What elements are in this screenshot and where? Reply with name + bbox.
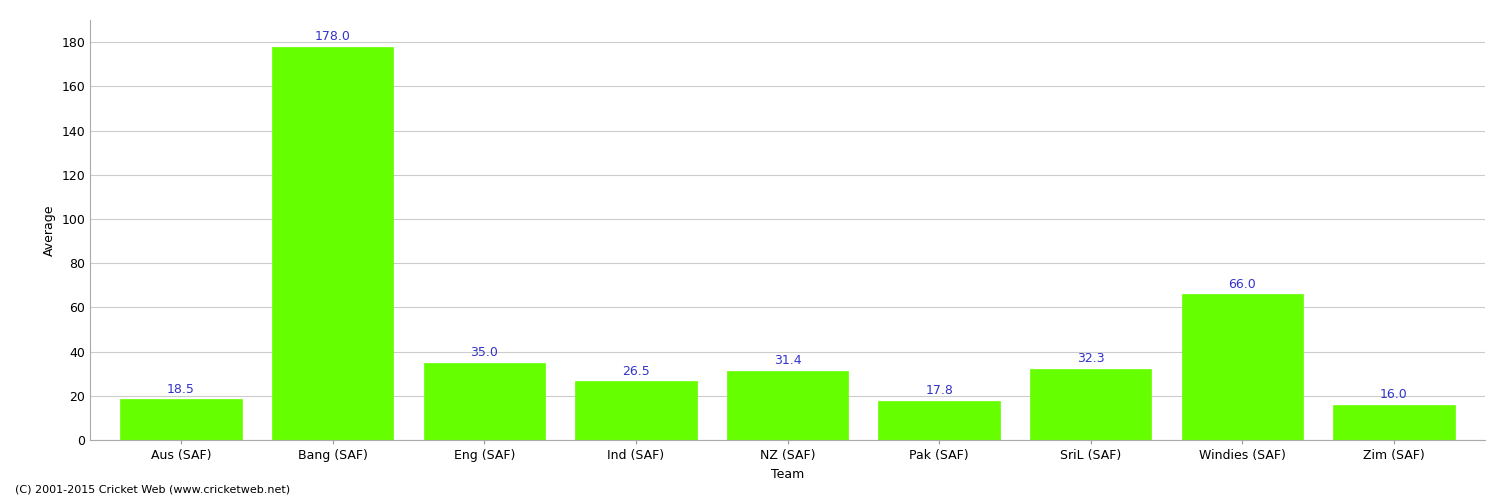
Text: 16.0: 16.0 xyxy=(1380,388,1408,402)
Bar xyxy=(120,399,242,440)
Text: 17.8: 17.8 xyxy=(926,384,952,398)
Bar xyxy=(1334,404,1455,440)
Bar xyxy=(1182,294,1304,440)
X-axis label: Team: Team xyxy=(771,468,804,480)
Bar xyxy=(423,362,544,440)
Text: 18.5: 18.5 xyxy=(166,383,195,396)
Y-axis label: Average: Average xyxy=(42,204,56,256)
Text: 66.0: 66.0 xyxy=(1228,278,1257,291)
Text: (C) 2001-2015 Cricket Web (www.cricketweb.net): (C) 2001-2015 Cricket Web (www.cricketwe… xyxy=(15,485,290,495)
Bar xyxy=(879,400,1001,440)
Bar xyxy=(272,46,393,440)
Text: 35.0: 35.0 xyxy=(471,346,498,360)
Bar xyxy=(574,382,696,440)
Text: 178.0: 178.0 xyxy=(315,30,351,43)
Text: 26.5: 26.5 xyxy=(622,365,650,378)
Bar xyxy=(728,370,848,440)
Bar xyxy=(1030,368,1152,440)
Text: 31.4: 31.4 xyxy=(774,354,801,368)
Text: 32.3: 32.3 xyxy=(1077,352,1104,366)
